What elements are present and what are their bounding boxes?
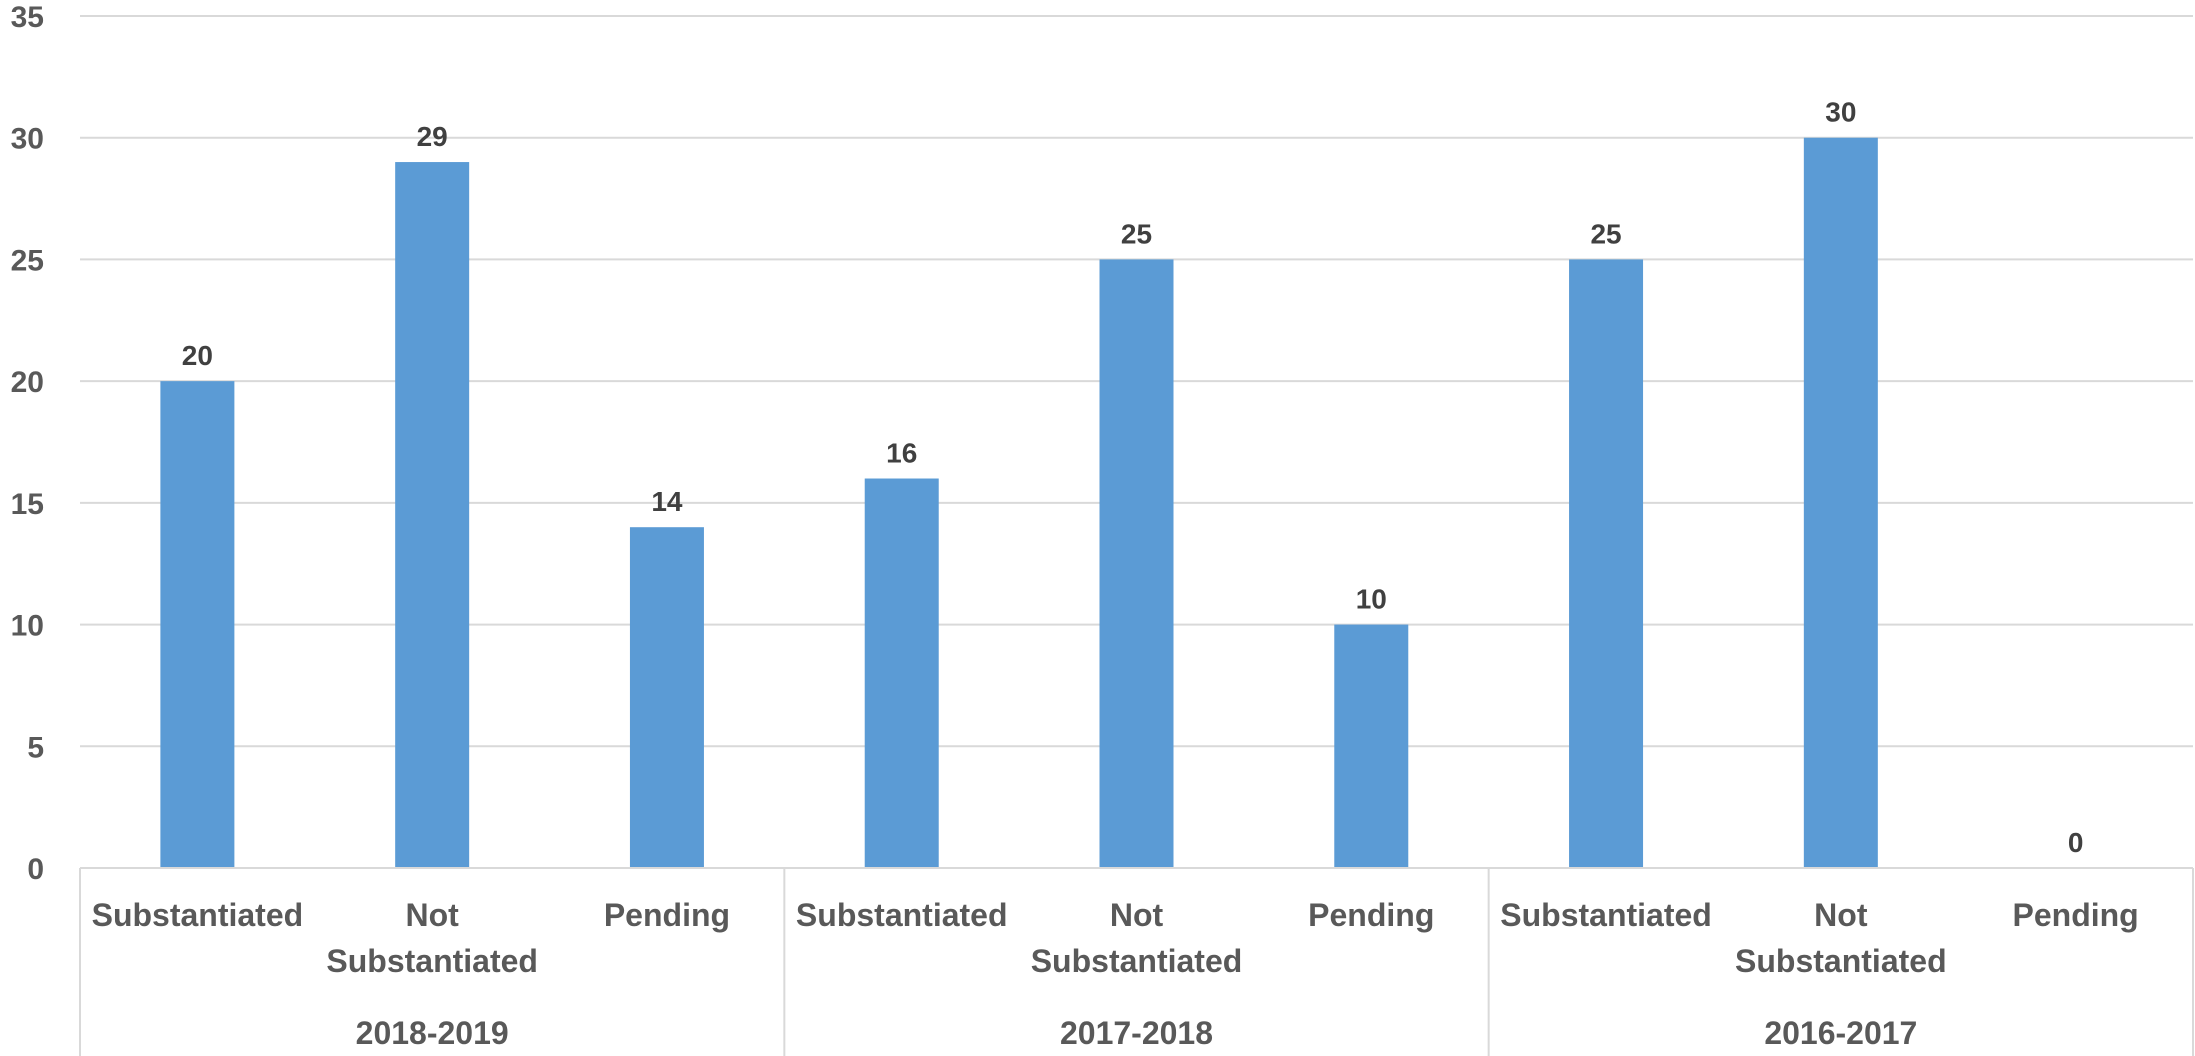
data-label: 14 [651,486,683,517]
bar [160,381,235,868]
x-group-label: 2018-2019 [356,1015,509,1051]
x-category-label-line: Substantiated [326,943,538,979]
x-category-label: Substantiated [92,897,304,933]
x-category-label: Substantiated [796,897,1008,933]
x-category-label: Pending [2013,897,2139,933]
data-label: 16 [886,438,917,469]
data-labels: 20 29 14 16 25 10 25 30 0 [182,97,2084,858]
data-label: 25 [1590,218,1621,249]
x-category-label: Pending [1308,897,1434,933]
bar [1569,259,1644,868]
x-category-label-line: Pending [604,897,730,933]
x-category-label-line: Not [1814,897,1868,933]
x-category-label-line: Not [406,897,460,933]
y-tick-label: 0 [27,853,44,886]
bars [160,137,1878,869]
data-label: 25 [1121,218,1152,249]
x-category-label: Pending [604,897,730,933]
data-label: 0 [2068,827,2084,858]
x-group-label: 2017-2018 [1060,1015,1213,1051]
y-tick-label: 10 [11,610,44,643]
x-category-label-line: Substantiated [1500,897,1712,933]
y-tick-label: 5 [27,731,44,764]
bar [1803,137,1878,868]
x-category-label-line: Substantiated [1735,943,1947,979]
data-label: 10 [1356,584,1387,615]
y-tick-label: 20 [11,366,44,399]
bar [1099,259,1174,868]
x-group-label: 2016-2017 [1764,1015,1917,1051]
x-category-label-line: Substantiated [796,897,1008,933]
y-tick-label: 25 [11,244,44,277]
y-tick-label: 30 [11,123,44,156]
x-category-label-line: Not [1110,897,1164,933]
y-tick-label: 15 [11,488,44,521]
x-axis: Substantiated Not Substantiated Pending 2018… [79,867,2194,1056]
x-category-label-line: Substantiated [92,897,304,933]
y-axis-ticks: 0 5 10 15 20 25 30 35 [11,1,44,886]
x-category-label-line: Pending [1308,897,1434,933]
x-category-label-line: Substantiated [1031,943,1243,979]
x-category-label-line: Pending [2013,897,2139,933]
data-label: 29 [417,121,448,152]
x-category-label: Substantiated [1500,897,1712,933]
bar [864,478,939,868]
x-category-label: Not Substantiated [326,897,538,979]
data-label: 20 [182,340,213,371]
data-label: 30 [1825,97,1856,128]
bar [395,162,470,869]
bar [1334,624,1409,868]
bar [629,527,704,868]
y-tick-label: 35 [11,1,44,34]
x-category-label: Not Substantiated [1031,897,1243,979]
x-category-label: Not Substantiated [1735,897,1947,979]
